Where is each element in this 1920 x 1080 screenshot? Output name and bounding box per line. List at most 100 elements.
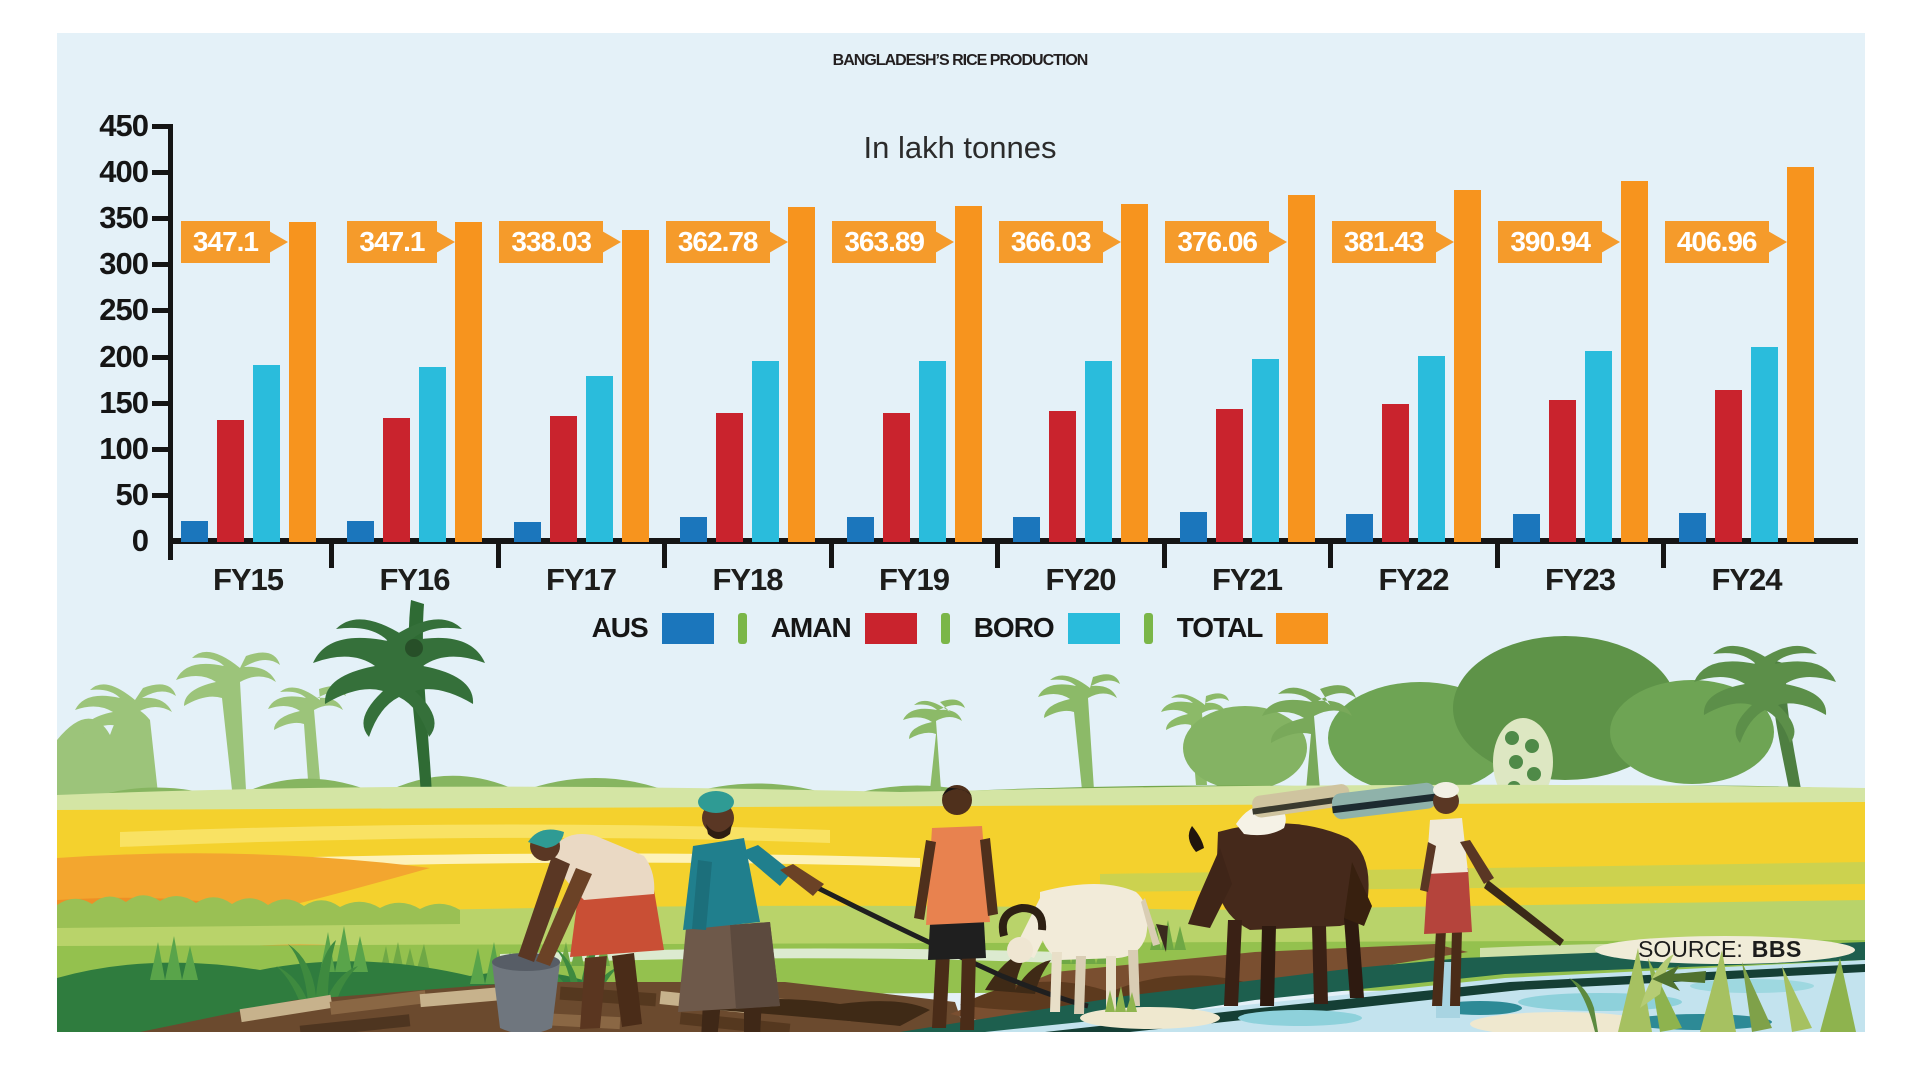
legend-swatch [661,612,714,644]
y-tick-mark [152,400,168,406]
y-tick-mark [152,124,168,129]
chart-legend: AUS AMAN BORO TOTAL [0,612,1920,644]
x-tick-mark [329,542,335,568]
total-callout-fy22: 381.43 [1331,221,1436,263]
legend-swatch [1067,612,1120,644]
y-tick-mark [152,216,168,222]
x-axis-label-fy20: FY20 [1045,562,1116,597]
total-callout-fy19: 363.89 [832,221,936,263]
total-callout-fy16: 347.1 [347,221,437,263]
bar-boro-fy24 [1751,347,1778,542]
total-callout-arrow [768,231,788,253]
legend-swatch [1276,612,1329,644]
total-callout-fy21: 376.06 [1165,221,1269,263]
bar-total-fy17 [621,230,649,542]
bar-total-fy21 [1287,195,1315,542]
bar-boro-fy18 [752,361,779,542]
bar-aman-fy20 [1049,410,1076,542]
legend-item-total: TOTAL [1177,612,1329,644]
total-callout-fy18: 362.78 [665,221,770,263]
palm-tree-icon [313,600,485,795]
farmer-figure [914,785,998,1030]
bar-aus-fy20 [1013,516,1040,542]
x-axis-label-fy16: FY16 [379,562,450,597]
legend-swatch [864,612,917,644]
legend-label: AMAN [770,612,852,643]
legend-separator [1143,612,1153,644]
x-axis-label-fy19: FY19 [878,562,950,597]
bar-boro-fy22 [1418,355,1445,542]
bar-total-fy24 [1787,166,1814,542]
x-tick-mark [995,542,1001,568]
bar-aus-fy18 [680,517,707,542]
x-axis-label-fy24: FY24 [1711,562,1782,597]
palm-tree-icon [1694,645,1836,795]
x-axis-label-fy21: FY21 [1211,562,1283,597]
total-callout-arrow [602,231,621,253]
bar-aman-fy17 [549,416,577,542]
y-tick-label: 200 [99,338,149,374]
bar-aman-fy21 [1215,408,1243,542]
bar-aman-fy15 [216,420,244,542]
rural-scene-illustration [57,600,1865,1032]
y-tick-label: 100 [99,430,149,466]
y-tick-mark [152,354,168,360]
page-title: BANGLADESH’S RICE PRODUCTION [832,52,1089,69]
bar-aus-fy17 [513,522,541,542]
total-callout-fy17: 338.03 [499,221,603,263]
total-callout-arrow [1101,231,1121,253]
bar-aman-fy16 [383,417,410,542]
y-tick-label: 300 [99,246,149,282]
bar-aus-fy16 [347,520,374,542]
total-callout-arrow [935,231,954,253]
bar-aus-fy24 [1679,513,1706,542]
riverside-grass [1105,948,1856,1032]
y-axis-line [168,124,173,560]
legend-item-aus: AUS [592,612,714,644]
bar-aus-fy19 [846,516,874,542]
bar-total-fy22 [1454,190,1481,542]
source-label: SOURCE: [1638,936,1743,962]
total-callout-arrow [1434,231,1454,253]
x-axis-label-fy18: FY18 [712,562,783,597]
oxen-pair [1188,782,1437,1006]
bar-aus-fy15 [180,520,208,542]
bar-aman-fy19 [882,412,910,542]
farmer-figure [518,829,664,1029]
bar-aus-fy22 [1346,514,1373,542]
bar-aus-fy21 [1179,511,1207,542]
bar-total-fy18 [788,207,815,542]
bar-total-fy16 [455,221,482,542]
total-callout-fy20: 366.03 [998,221,1103,263]
total-callout-arrow [1601,231,1620,253]
x-axis-label-fy22: FY22 [1378,562,1449,597]
total-callout-fy24: 406.96 [1664,221,1769,263]
x-tick-mark [1161,542,1167,568]
y-tick-label: 150 [99,384,149,420]
x-tick-mark [662,542,668,568]
bar-boro-fy20 [1085,361,1112,542]
chart-subtitle: In lakh tonnes [863,130,1057,165]
x-axis-label-fy17: FY17 [545,562,617,597]
total-callout-fy23: 390.94 [1498,221,1602,263]
y-tick-mark [152,446,168,452]
bar-total-fy19 [954,206,982,542]
white-cow [998,884,1168,1014]
legend-item-aman: AMAN [771,612,917,644]
bar-total-fy23 [1620,181,1648,542]
x-axis-label-fy23: FY23 [1544,562,1616,597]
bar-total-fy20 [1121,204,1148,542]
y-tick-mark [152,308,168,314]
total-callout-arrow [1268,231,1287,253]
farmer-figure [678,791,1089,1032]
spotted-tree-icon [1493,718,1553,806]
source-arrow-icon [1652,965,1706,991]
total-callout-arrow [435,231,455,253]
bar-aman-fy22 [1382,404,1409,542]
x-tick-mark [828,542,834,568]
bar-boro-fy17 [585,376,613,542]
bar-total-fy15 [288,221,316,542]
y-tick-label: 50 [115,476,149,512]
legend-label: BORO [973,612,1055,643]
x-tick-mark [495,542,501,568]
